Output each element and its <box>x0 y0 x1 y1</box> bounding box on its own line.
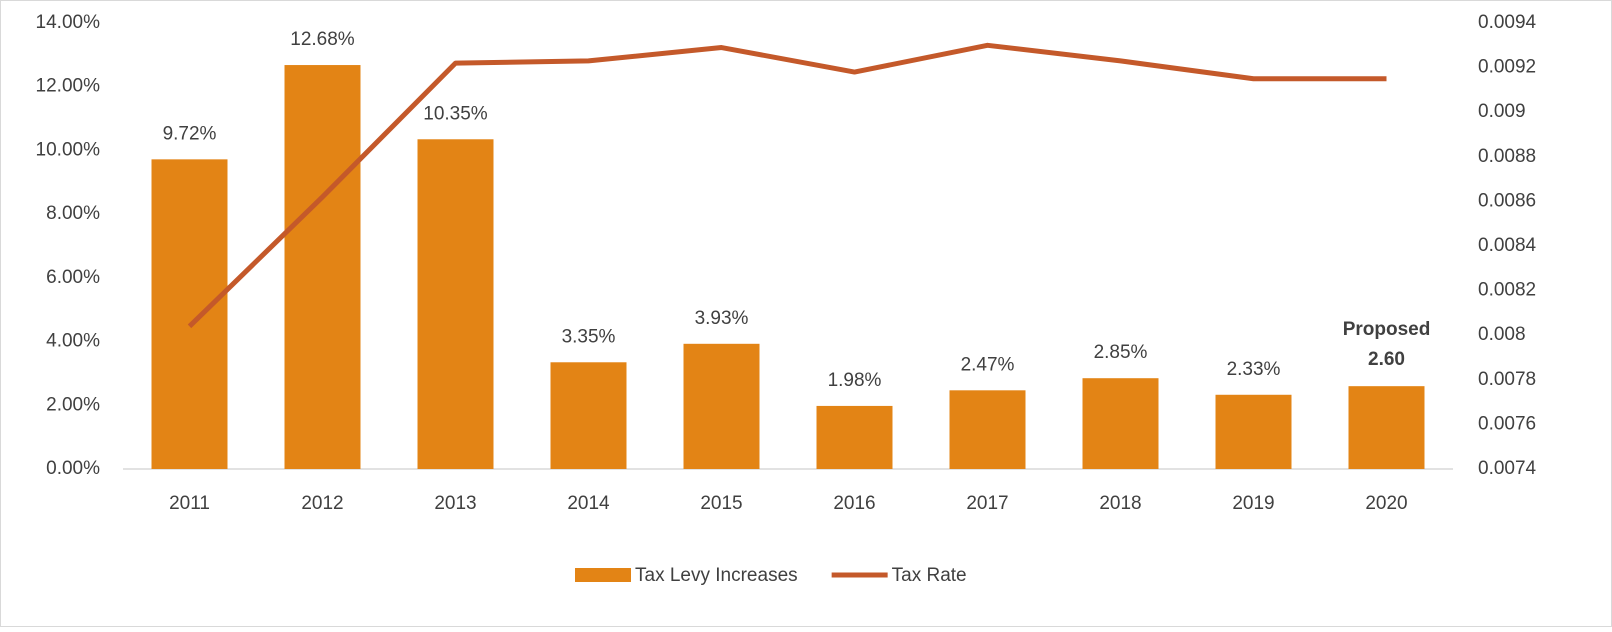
y2-tick-label: 0.008 <box>1478 324 1526 345</box>
legend-label: Tax Levy Increases <box>635 565 798 586</box>
y-tick-label: 8.00% <box>46 203 100 224</box>
x-tick-label: 2019 <box>1232 493 1274 514</box>
bar <box>284 65 361 470</box>
bar <box>417 139 494 469</box>
bar <box>683 343 760 469</box>
y2-tick-label: 0.0082 <box>1478 280 1536 301</box>
bar <box>1348 386 1425 469</box>
y-tick-label: 10.00% <box>36 139 101 160</box>
x-tick-label: 2020 <box>1365 493 1407 514</box>
data-label: 2.33% <box>1227 359 1281 380</box>
data-label: 1.98% <box>828 370 882 391</box>
y-tick-label: 0.00% <box>46 458 100 479</box>
y-tick-label: 2.00% <box>46 394 100 415</box>
data-label: 2.85% <box>1094 342 1148 363</box>
x-tick-label: 2016 <box>833 493 875 514</box>
legend-swatch <box>575 568 631 582</box>
x-tick-label: 2012 <box>301 493 343 514</box>
y2-tick-label: 0.0088 <box>1478 146 1536 167</box>
data-label: 12.68% <box>290 29 355 50</box>
y2-tick-label: 0.0076 <box>1478 413 1536 434</box>
data-label: 3.93% <box>695 308 749 329</box>
y2-tick-label: 0.0074 <box>1478 458 1537 479</box>
x-tick-label: 2017 <box>966 493 1008 514</box>
bar <box>949 390 1026 469</box>
data-label: Proposed 2.60 <box>1343 319 1431 370</box>
y2-tick-label: 0.009 <box>1478 101 1526 122</box>
data-label: 3.35% <box>562 326 616 347</box>
bar <box>550 362 627 469</box>
data-label: 2.47% <box>961 354 1015 375</box>
y-tick-label: 6.00% <box>46 267 100 288</box>
y2-tick-label: 0.0086 <box>1478 190 1536 211</box>
x-tick-label: 2015 <box>700 493 742 514</box>
x-tick-label: 2013 <box>434 493 476 514</box>
y-tick-label: 4.00% <box>46 331 100 352</box>
bar <box>1215 394 1292 469</box>
bar <box>1082 378 1159 469</box>
data-label: 9.72% <box>163 123 217 144</box>
bar <box>816 405 893 469</box>
legend-label: Tax Rate <box>892 565 967 586</box>
x-tick-label: 2018 <box>1099 493 1141 514</box>
data-label: 10.35% <box>423 103 488 124</box>
y2-tick-label: 0.0084 <box>1478 235 1537 256</box>
y-tick-label: 14.00% <box>36 12 101 33</box>
x-tick-label: 2014 <box>567 493 610 514</box>
line <box>187 42 1387 329</box>
y2-tick-label: 0.0092 <box>1478 57 1536 78</box>
y-tick-label: 12.00% <box>36 76 101 97</box>
y2-tick-label: 0.0094 <box>1478 12 1537 33</box>
x-tick-label: 2011 <box>169 493 210 514</box>
bar <box>151 159 228 469</box>
y2-tick-label: 0.0078 <box>1478 369 1536 390</box>
